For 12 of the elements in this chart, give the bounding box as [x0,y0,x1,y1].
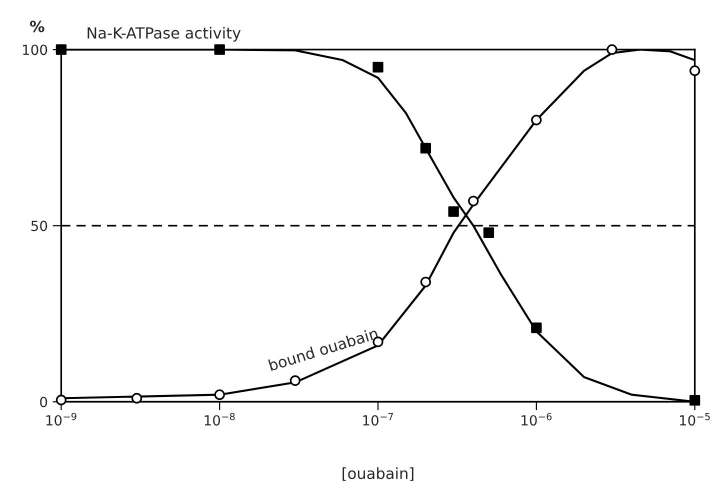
series-label: Na-K-ATPase activity [88,26,241,42]
x-axis-title: [ouabain] [342,467,414,481]
y-axis-title: % [30,20,44,32]
text: bound ouabain [268,327,378,372]
y-tick-label: 50 [31,220,48,232]
x-tick-label: 10$^{−8}$ [204,412,235,426]
y-tick-label: 0 [40,396,48,408]
y-tick-label: 100 [23,44,48,56]
x-tick-label: 10$^{−9}$ [46,412,76,426]
x-tick-label: 10$^{−6}$ [522,412,552,426]
x-tick-label: 10$^{−5}$ [680,413,710,426]
x-tick-label: 10$^{−7}$ [363,413,393,426]
